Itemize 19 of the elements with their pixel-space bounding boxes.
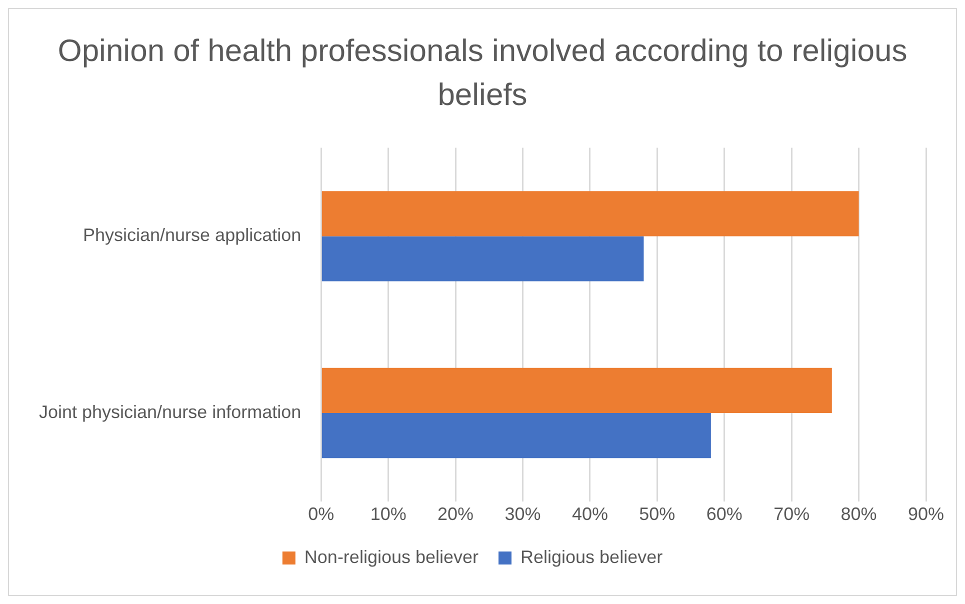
x-tick-label: 10% <box>370 504 406 524</box>
chart-title: Opinion of health professionals involved according to religious beliefs <box>56 32 908 114</box>
bar <box>322 236 644 282</box>
x-tick-label: 90% <box>908 504 944 524</box>
bar <box>322 368 832 413</box>
y-tick-label: Physician/nurse application <box>82 225 302 246</box>
x-tick-label: 60% <box>706 504 742 524</box>
x-tick-label: 70% <box>774 504 810 524</box>
legend-label: Non-religious believer <box>304 546 479 567</box>
bar <box>322 191 859 236</box>
x-tick-label: 80% <box>840 504 877 524</box>
x-tick-label: 30% <box>504 504 541 524</box>
x-tick-label: 0% <box>308 504 334 524</box>
bar <box>322 413 711 458</box>
x-tick-label: 40% <box>572 504 608 524</box>
x-tick-label: 50% <box>639 504 676 524</box>
y-tick-label: Joint physician/nurse information <box>38 402 302 422</box>
x-tick-label: 20% <box>438 504 474 524</box>
legend-label: Religious believer <box>520 546 663 567</box>
